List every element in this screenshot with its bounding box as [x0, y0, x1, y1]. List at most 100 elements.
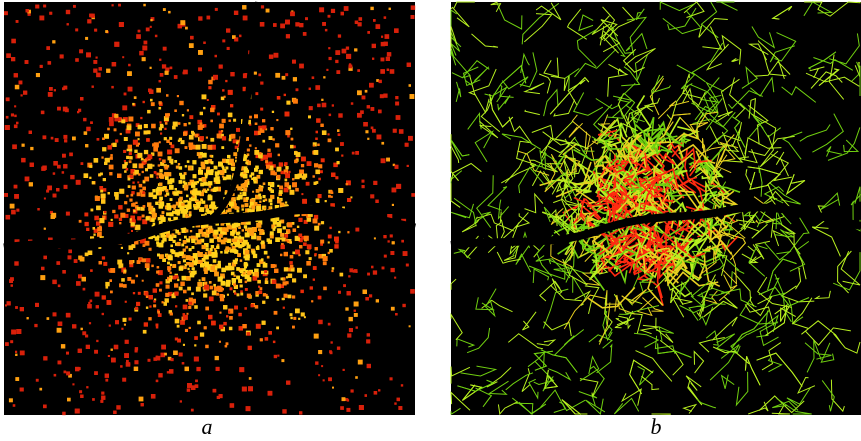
density-dot	[69, 152, 73, 157]
density-dot	[167, 266, 172, 271]
density-dot	[260, 81, 264, 85]
density-dot	[50, 214, 55, 219]
density-dot	[207, 159, 213, 164]
density-dot	[365, 130, 369, 134]
density-dot	[203, 152, 207, 156]
density-dot	[255, 194, 260, 200]
density-dot	[272, 340, 276, 344]
density-dot	[330, 341, 333, 344]
road	[579, 355, 600, 382]
density-dot	[155, 283, 160, 287]
density-dot	[350, 102, 354, 105]
road	[595, 158, 614, 201]
density-dot	[118, 263, 124, 269]
density-dot	[280, 244, 285, 250]
density-dot	[84, 212, 89, 217]
density-dot	[94, 291, 100, 297]
density-dot	[268, 136, 273, 140]
road	[663, 113, 691, 135]
road	[744, 304, 775, 326]
density-dot	[97, 226, 102, 232]
density-dot	[313, 181, 317, 185]
density-dot	[173, 75, 178, 79]
density-dot	[167, 172, 172, 177]
density-dot	[206, 166, 210, 171]
road	[723, 232, 747, 261]
density-dot	[216, 292, 220, 296]
road	[560, 178, 587, 218]
road	[621, 289, 647, 304]
road	[698, 17, 728, 38]
density-dot	[182, 240, 187, 244]
density-dot	[301, 236, 305, 240]
density-dot	[149, 66, 152, 69]
density-dot	[265, 160, 269, 164]
density-dot	[284, 204, 289, 208]
density-dot	[119, 283, 123, 288]
density-dot	[73, 259, 78, 263]
density-dot	[76, 281, 81, 286]
road	[652, 74, 671, 94]
density-dot	[201, 144, 207, 149]
density-dot	[322, 256, 328, 261]
density-dot	[209, 285, 213, 290]
density-dot	[262, 300, 266, 304]
road	[497, 199, 510, 220]
density-dot	[165, 113, 170, 118]
road	[501, 163, 536, 184]
density-dot	[249, 123, 252, 126]
density-dot	[107, 355, 110, 357]
road	[632, 261, 655, 282]
density-dot	[380, 69, 385, 74]
density-dot	[201, 177, 207, 182]
density-dot	[118, 22, 124, 27]
density-dot	[328, 56, 332, 61]
road	[507, 333, 544, 350]
density-dot	[123, 284, 127, 288]
density-dot	[339, 272, 344, 277]
road	[694, 104, 719, 121]
density-dot	[228, 310, 231, 313]
density-dot	[303, 316, 306, 319]
density-dot	[175, 209, 180, 215]
density-dot	[130, 279, 135, 284]
density-dot	[398, 129, 404, 134]
road	[599, 25, 619, 54]
density-dot	[159, 182, 163, 186]
density-dot	[308, 106, 313, 111]
density-dot	[192, 260, 197, 266]
density-dot	[126, 155, 130, 159]
road	[617, 68, 625, 75]
density-dot	[247, 228, 252, 233]
density-dot	[198, 169, 203, 175]
density-dot	[101, 295, 106, 300]
road	[715, 254, 728, 276]
density-dot	[329, 226, 332, 230]
density-dot	[372, 57, 375, 60]
density-dot	[197, 124, 203, 130]
density-dot	[244, 232, 250, 238]
road	[738, 149, 758, 164]
road	[588, 334, 613, 349]
density-dot	[351, 151, 355, 155]
density-dot	[191, 130, 194, 134]
road	[803, 1, 834, 17]
density-dot	[335, 147, 339, 152]
density-dot	[105, 286, 109, 289]
density-dot	[96, 138, 100, 141]
road	[601, 6, 616, 41]
road	[475, 213, 515, 232]
density-dot	[324, 28, 328, 32]
density-dot	[295, 152, 301, 157]
density-dot	[314, 225, 320, 231]
density-dot	[273, 264, 277, 268]
road	[747, 166, 781, 187]
road	[795, 267, 802, 290]
density-dot	[165, 229, 170, 234]
density-dot	[208, 225, 212, 229]
road	[602, 172, 616, 192]
road	[602, 245, 629, 259]
road	[767, 358, 783, 373]
density-dot	[234, 38, 237, 41]
road	[701, 278, 716, 304]
